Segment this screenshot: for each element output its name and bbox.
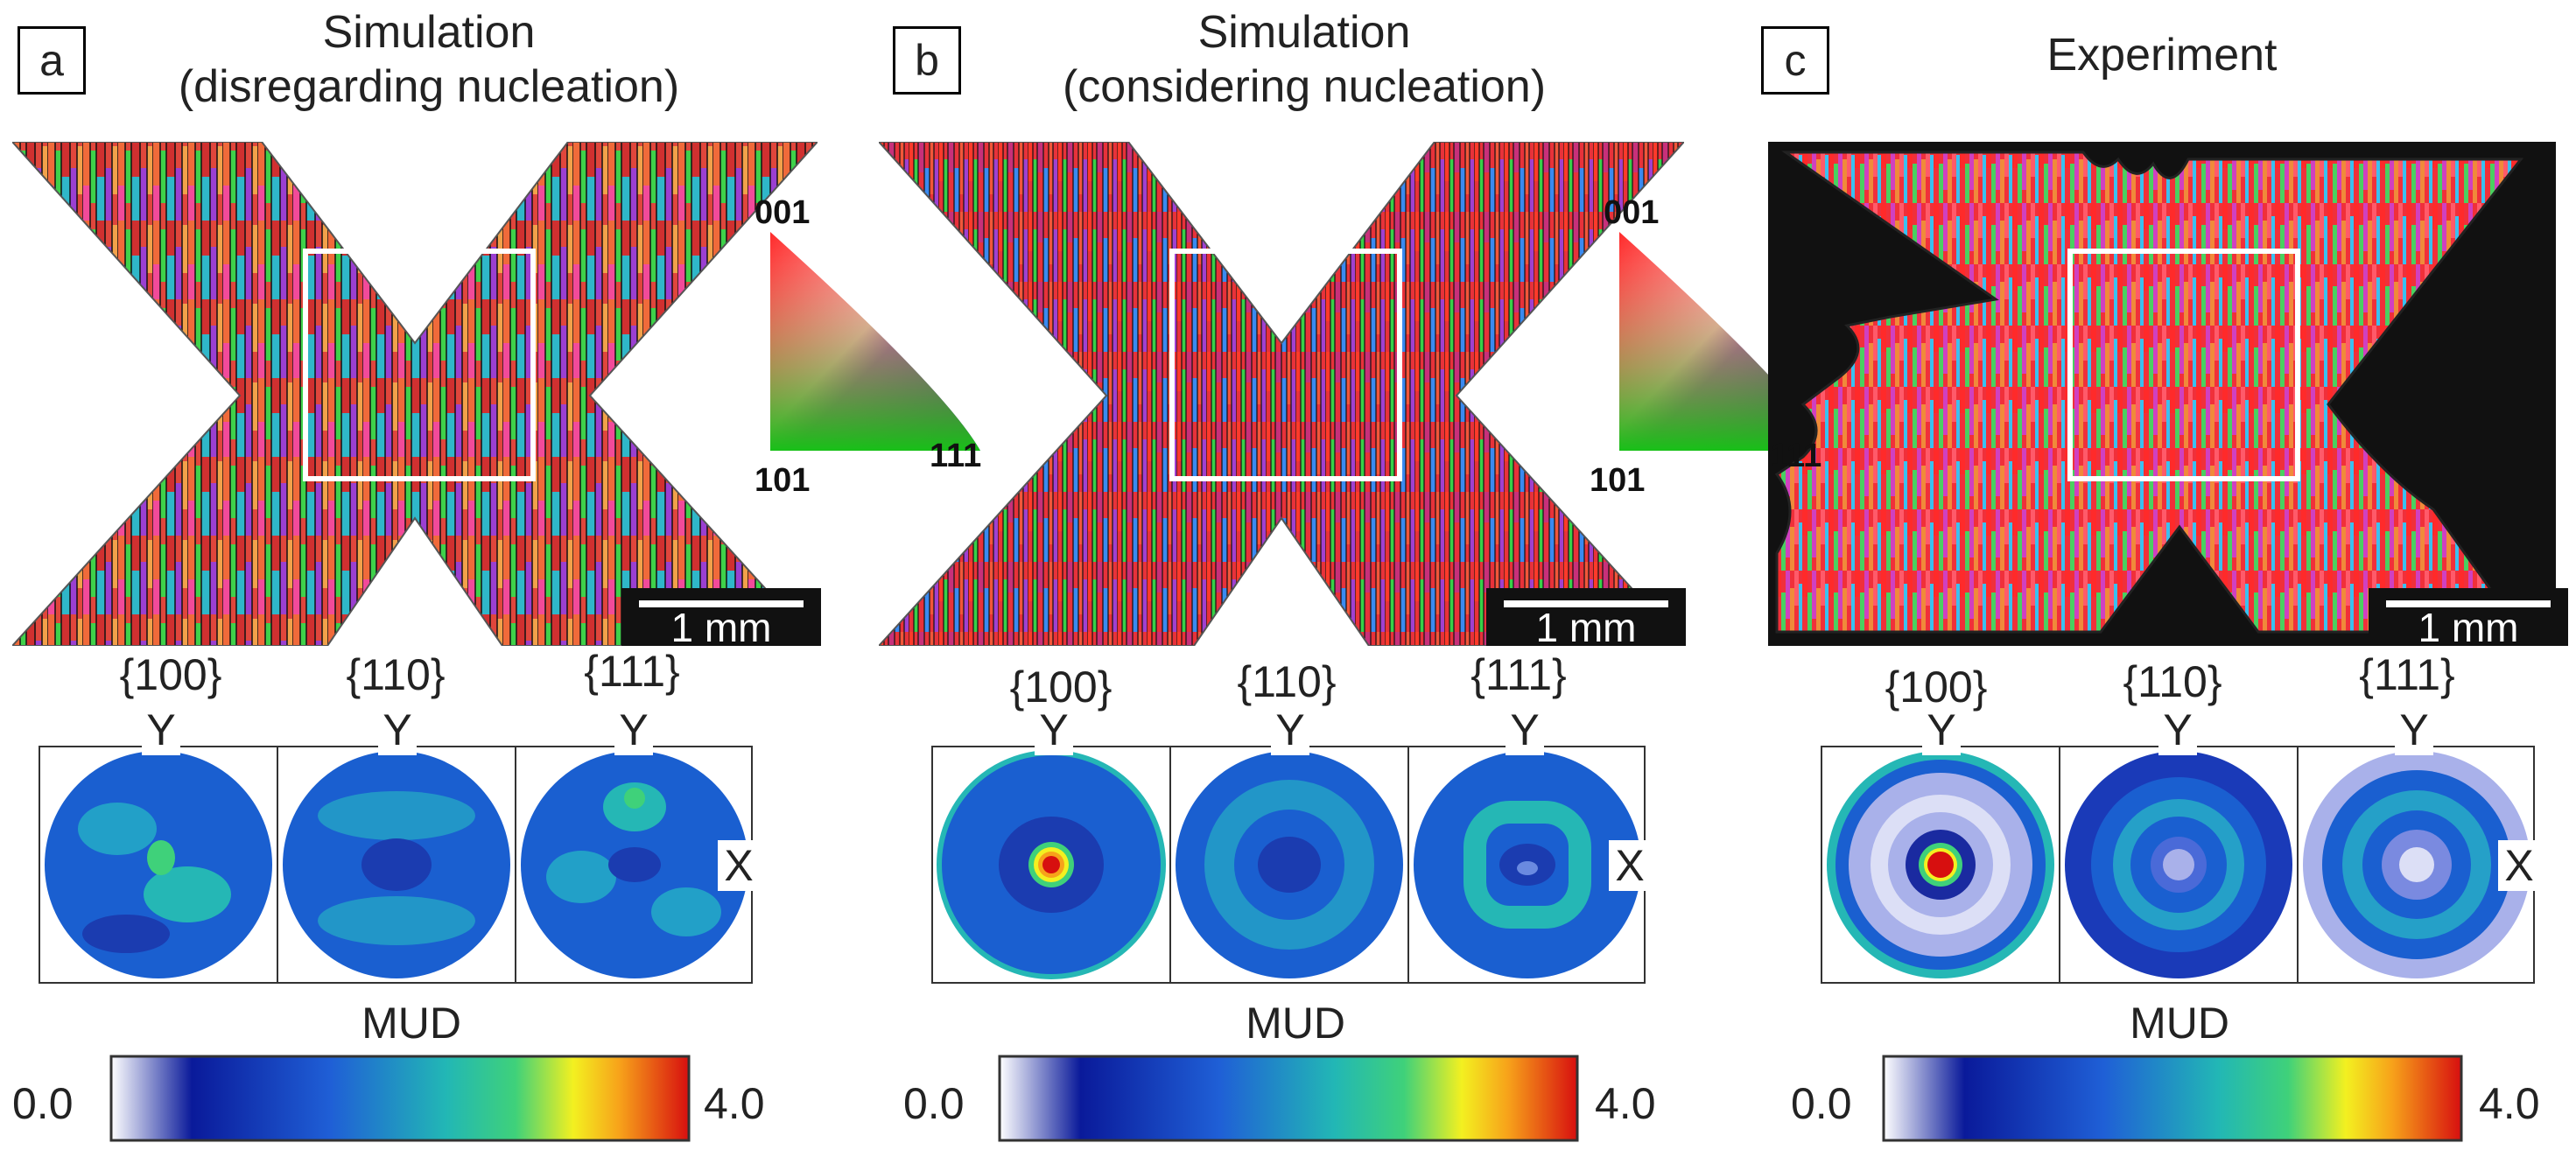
colorbar-min: 0.0 (12, 1079, 74, 1128)
pole-figure-label-110: {110} (346, 650, 446, 699)
scale-bar-line (639, 600, 804, 607)
panel-label: a (18, 26, 86, 95)
scale-bar-label: 1 mm (1535, 605, 1637, 650)
pole-figure-label-111: {111} (1470, 650, 1567, 699)
pole-figure-label-100: {100} (1885, 663, 1988, 712)
colorbar-max: 4.0 (1595, 1079, 1656, 1128)
panel-a: a Simulation (disregarding nucleation) 0… (0, 0, 981, 1164)
ipf-label-101: 101 (1590, 462, 1646, 499)
axis-x-111: X (718, 840, 760, 891)
scale-bar: 1 mm (621, 588, 821, 650)
scale-bar-label: 1 mm (2418, 605, 2519, 650)
axis-x-111: X (1609, 840, 1651, 891)
title-line-1: Simulation (322, 7, 536, 58)
axis-y-110: Y (1271, 705, 1309, 755)
panel-title: Simulation (considering nucleation) (989, 5, 1619, 114)
ebsd-map (879, 142, 1684, 646)
panel-title: Experiment (1917, 28, 2407, 82)
axis-y-111: Y (1506, 705, 1544, 755)
colorbar-title: MUD (361, 999, 461, 1048)
pole-figure-100 (1827, 751, 2054, 978)
pole-figure-label-110: {110} (2123, 657, 2222, 706)
scale-bar: 1 mm (2369, 588, 2568, 650)
mud-colorbar (109, 1055, 691, 1142)
colorbar-max: 4.0 (2479, 1079, 2540, 1128)
axis-y-100: Y (142, 705, 180, 755)
panel-label: c (1761, 26, 1829, 95)
title-line-1: Simulation (1197, 7, 1411, 58)
ipf-label-101: 101 (755, 462, 811, 499)
roi-box (303, 249, 536, 481)
pole-figure-label-111: {111} (2359, 650, 2455, 699)
colorbar-min: 0.0 (903, 1079, 965, 1128)
ipf-triangle (770, 232, 980, 451)
scale-bar: 1 mm (1486, 588, 1686, 650)
pole-figure-label-110: {110} (1237, 657, 1337, 706)
scale-bar-line (2386, 600, 2551, 607)
ipf-label-001: 001 (1604, 194, 1660, 231)
colorbar-title: MUD (1246, 999, 1345, 1048)
ebsd-map (1768, 142, 2556, 646)
mud-colorbar (1882, 1055, 2463, 1142)
pole-figure-label-100: {100} (1009, 663, 1113, 712)
pole-figure-row (1821, 746, 2535, 984)
axis-y-111: Y (2395, 705, 2433, 755)
title-line-1: Experiment (2046, 30, 2278, 81)
axis-y-100: Y (1035, 705, 1073, 755)
pole-figure-111 (2303, 751, 2530, 978)
colorbar-max: 4.0 (704, 1079, 765, 1128)
pole-figure-110 (2065, 751, 2292, 978)
colorbar-min: 0.0 (1791, 1079, 1852, 1128)
ipf-label-111: 111 (1770, 438, 1822, 474)
roi-box (2067, 249, 2300, 481)
panel-c: c Experiment 111 1 mm {100} {110} {111} (1742, 0, 2576, 1164)
pole-figure-111 (521, 751, 748, 978)
title-line-2: (considering nucleation) (1062, 61, 1547, 112)
axis-y-110: Y (378, 705, 417, 755)
axis-x-111: X (2498, 840, 2540, 891)
axis-y-100: Y (1922, 705, 1961, 755)
panel-b: b Simulation (considering nucleation) 00… (867, 0, 1829, 1164)
axis-y-110: Y (2158, 705, 2197, 755)
pole-figure-110 (283, 751, 510, 978)
pole-figure-110 (1176, 751, 1403, 978)
scale-bar-label: 1 mm (670, 605, 772, 650)
scale-bar-line (1504, 600, 1668, 607)
pole-figure-100 (45, 751, 272, 978)
ipf-label-111: 111 (930, 438, 982, 474)
ipf-label-001: 001 (755, 194, 811, 231)
pole-figure-row (39, 746, 753, 984)
ebsd-map (12, 142, 818, 646)
panel-title: Simulation (disregarding nucleation) (114, 5, 744, 114)
pole-figure-row (931, 746, 1646, 984)
title-line-2: (disregarding nucleation) (178, 61, 680, 112)
pole-figure-111 (1414, 751, 1641, 978)
pole-figure-label-100: {100} (119, 650, 222, 699)
panel-label: b (893, 26, 961, 95)
mud-colorbar (998, 1055, 1579, 1142)
roi-box (1169, 249, 1402, 481)
colorbar-title: MUD (2130, 999, 2229, 1048)
axis-y-111: Y (614, 705, 653, 755)
pole-figure-100 (937, 750, 1166, 979)
pole-figure-label-111: {111} (584, 647, 680, 696)
